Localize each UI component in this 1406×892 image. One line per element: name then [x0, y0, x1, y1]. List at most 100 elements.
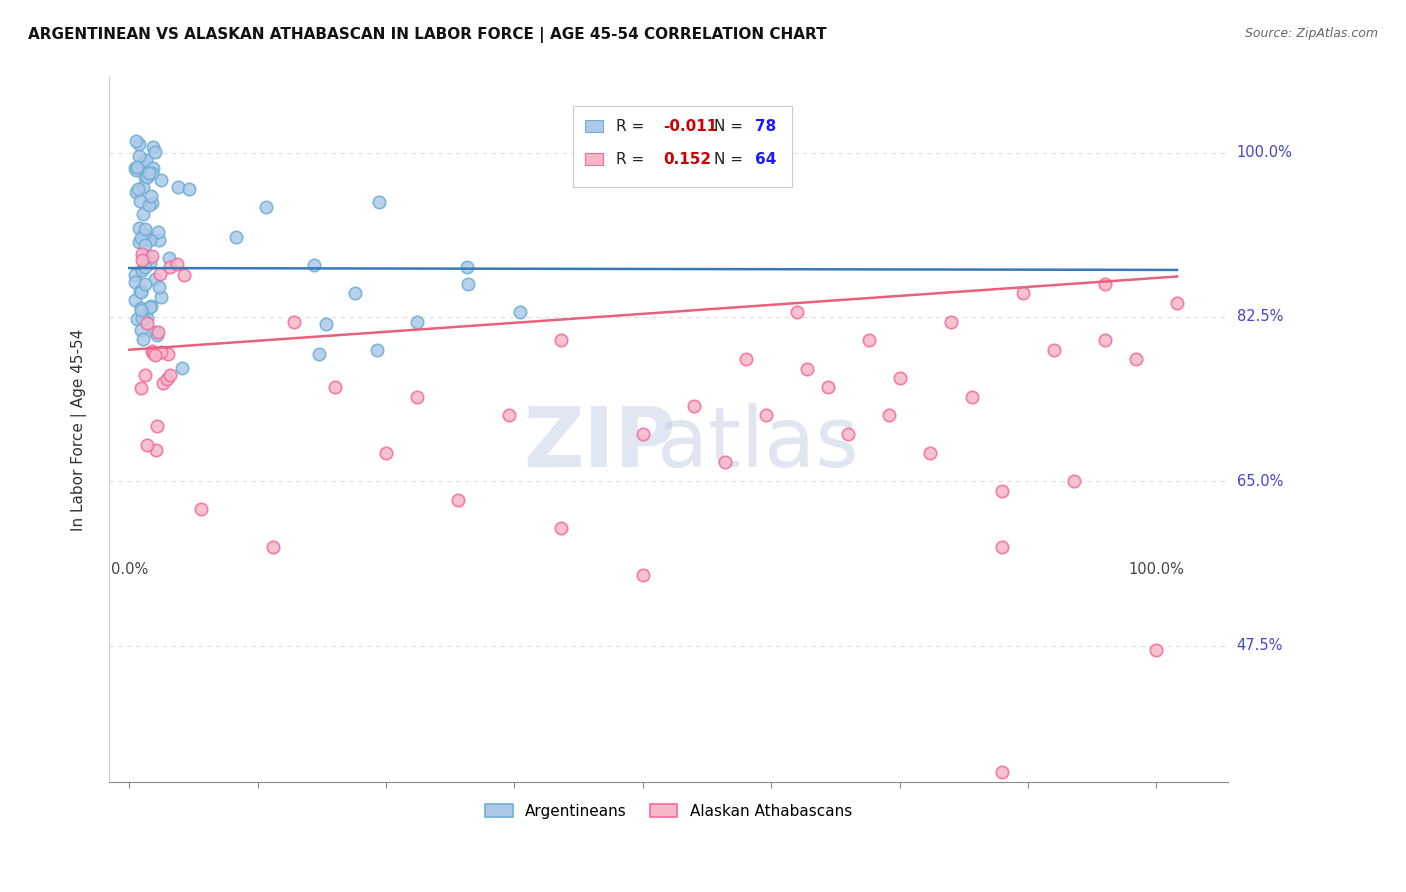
Point: [159, 368, 181, 383]
Point: [366, 343, 388, 357]
Point: [1166, 295, 1188, 310]
Point: [131, 153, 153, 168]
Point: [125, 162, 148, 177]
Point: [152, 376, 174, 391]
Point: [129, 230, 152, 244]
Point: [124, 293, 146, 307]
Point: [138, 197, 160, 211]
Point: [960, 390, 983, 404]
Point: [1042, 343, 1064, 357]
Point: [631, 427, 654, 442]
Bar: [585, 120, 603, 132]
Point: [148, 233, 170, 247]
Text: ZIP: ZIP: [523, 403, 675, 484]
Point: [166, 257, 188, 271]
Point: [796, 361, 818, 376]
Point: [1012, 286, 1035, 301]
Point: [149, 173, 172, 187]
Point: [138, 166, 160, 180]
Point: [131, 253, 153, 268]
Point: [550, 521, 572, 535]
Point: [1146, 643, 1168, 657]
Point: [142, 345, 165, 359]
Text: R =: R =: [616, 119, 650, 134]
Point: [457, 277, 479, 291]
Point: [141, 196, 163, 211]
Text: Source: ZipAtlas.com: Source: ZipAtlas.com: [1244, 27, 1378, 40]
Point: [939, 315, 962, 329]
Point: [817, 380, 839, 394]
Text: 65.0%: 65.0%: [1237, 474, 1284, 489]
Point: [134, 313, 156, 327]
Point: [143, 348, 166, 362]
Point: [142, 140, 165, 154]
Point: [129, 323, 152, 337]
Point: [889, 371, 911, 385]
Point: [283, 315, 305, 329]
Point: [456, 260, 478, 274]
Point: [132, 180, 155, 194]
Point: [190, 502, 212, 516]
Point: [447, 493, 470, 508]
Text: N =: N =: [714, 119, 748, 134]
Point: [129, 301, 152, 316]
Point: [132, 207, 155, 221]
Point: [139, 189, 162, 203]
Point: [1094, 277, 1116, 291]
Point: [131, 311, 153, 326]
Point: [135, 316, 157, 330]
Point: [141, 248, 163, 262]
Text: 82.5%: 82.5%: [1237, 310, 1284, 325]
Point: [734, 352, 756, 367]
Point: [1063, 474, 1085, 488]
Point: [155, 372, 177, 386]
Point: [225, 230, 247, 244]
Bar: [585, 153, 603, 166]
Point: [128, 194, 150, 208]
Point: [323, 380, 346, 394]
Point: [138, 300, 160, 314]
Text: R =: R =: [616, 152, 650, 167]
Point: [136, 438, 159, 452]
Point: [837, 427, 859, 442]
Point: [143, 326, 166, 340]
Point: [127, 312, 149, 326]
Point: [139, 256, 162, 270]
Text: 0.152: 0.152: [664, 152, 711, 167]
Point: [177, 182, 200, 196]
Point: [128, 220, 150, 235]
Text: 0.0%: 0.0%: [111, 562, 148, 577]
Point: [125, 185, 148, 199]
Point: [136, 229, 159, 244]
Point: [128, 136, 150, 151]
Point: [134, 222, 156, 236]
Point: [550, 334, 572, 348]
Point: [141, 343, 163, 358]
Legend: Argentineans, Alaskan Athabascans: Argentineans, Alaskan Athabascans: [479, 797, 858, 825]
Point: [124, 161, 146, 176]
Point: [124, 275, 146, 289]
Point: [143, 145, 166, 159]
Point: [148, 280, 170, 294]
Point: [991, 540, 1014, 554]
Point: [125, 160, 148, 174]
Text: N =: N =: [714, 152, 748, 167]
Point: [786, 305, 808, 319]
Point: [138, 251, 160, 265]
Text: 64: 64: [755, 152, 776, 167]
Point: [406, 315, 429, 329]
Point: [143, 271, 166, 285]
Point: [509, 305, 531, 319]
Point: [128, 235, 150, 249]
Point: [134, 368, 156, 382]
Point: [129, 284, 152, 298]
Point: [142, 161, 165, 176]
Point: [141, 166, 163, 180]
Point: [131, 285, 153, 299]
Point: [991, 765, 1014, 780]
Point: [159, 260, 181, 274]
Point: [170, 361, 193, 376]
Point: [146, 326, 169, 340]
Point: [127, 181, 149, 195]
Point: [308, 347, 330, 361]
